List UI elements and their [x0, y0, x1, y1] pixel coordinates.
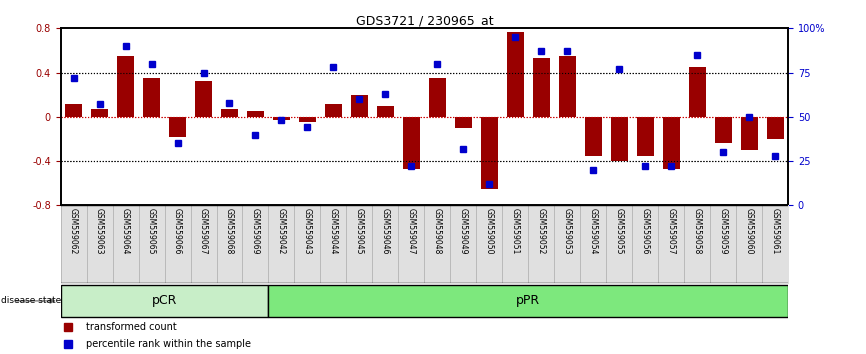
- Bar: [221, 109, 238, 117]
- Bar: [299, 117, 316, 122]
- Text: GSM559048: GSM559048: [433, 208, 442, 254]
- Bar: [273, 117, 290, 120]
- FancyBboxPatch shape: [61, 285, 268, 317]
- Text: GSM559044: GSM559044: [329, 208, 338, 254]
- Text: transformed count: transformed count: [86, 321, 177, 332]
- Bar: [325, 104, 342, 117]
- Text: GSM559059: GSM559059: [719, 208, 727, 254]
- Text: GSM559045: GSM559045: [355, 208, 364, 254]
- Text: GSM559054: GSM559054: [589, 208, 598, 254]
- Text: GSM559067: GSM559067: [199, 208, 208, 254]
- Text: GSM559049: GSM559049: [459, 208, 468, 254]
- Text: pCR: pCR: [152, 295, 178, 307]
- Text: GSM559060: GSM559060: [745, 208, 753, 254]
- Text: GSM559052: GSM559052: [537, 208, 546, 254]
- Text: GSM559063: GSM559063: [95, 208, 104, 254]
- Bar: [143, 78, 160, 117]
- Text: GSM559056: GSM559056: [641, 208, 650, 254]
- Bar: [714, 117, 732, 143]
- Text: GSM559047: GSM559047: [407, 208, 416, 254]
- Bar: [247, 111, 264, 117]
- Text: GSM559064: GSM559064: [121, 208, 130, 254]
- Bar: [662, 117, 680, 169]
- Text: GSM559069: GSM559069: [251, 208, 260, 254]
- Bar: [766, 117, 784, 139]
- Text: GSM559066: GSM559066: [173, 208, 182, 254]
- Text: GSM559051: GSM559051: [511, 208, 520, 254]
- FancyBboxPatch shape: [268, 285, 788, 317]
- Bar: [533, 58, 550, 117]
- Bar: [195, 81, 212, 117]
- Bar: [740, 117, 758, 150]
- Text: GSM559043: GSM559043: [303, 208, 312, 254]
- Bar: [637, 117, 654, 155]
- Text: GSM559046: GSM559046: [381, 208, 390, 254]
- Text: GSM559057: GSM559057: [667, 208, 675, 254]
- Text: disease state: disease state: [1, 296, 61, 306]
- Text: GSM559053: GSM559053: [563, 208, 572, 254]
- Bar: [65, 104, 82, 117]
- Bar: [455, 117, 472, 128]
- Text: GSM559050: GSM559050: [485, 208, 494, 254]
- Bar: [117, 56, 134, 117]
- Bar: [585, 117, 602, 155]
- Text: percentile rank within the sample: percentile rank within the sample: [86, 339, 251, 349]
- Bar: [481, 117, 498, 189]
- Bar: [403, 117, 420, 169]
- Bar: [169, 117, 186, 137]
- Bar: [429, 78, 446, 117]
- Bar: [688, 67, 706, 117]
- Bar: [507, 32, 524, 117]
- Text: GSM559065: GSM559065: [147, 208, 156, 254]
- Bar: [559, 56, 576, 117]
- Text: GSM559042: GSM559042: [277, 208, 286, 254]
- Text: GSM559058: GSM559058: [693, 208, 701, 254]
- Text: GSM559061: GSM559061: [771, 208, 779, 254]
- Bar: [351, 95, 368, 117]
- Bar: [611, 117, 628, 161]
- Bar: [377, 106, 394, 117]
- Text: GSM559062: GSM559062: [69, 208, 78, 254]
- Title: GDS3721 / 230965_at: GDS3721 / 230965_at: [356, 14, 493, 27]
- Bar: [91, 109, 108, 117]
- Text: pPR: pPR: [516, 295, 540, 307]
- Text: GSM559068: GSM559068: [225, 208, 234, 254]
- Text: GSM559055: GSM559055: [615, 208, 624, 254]
